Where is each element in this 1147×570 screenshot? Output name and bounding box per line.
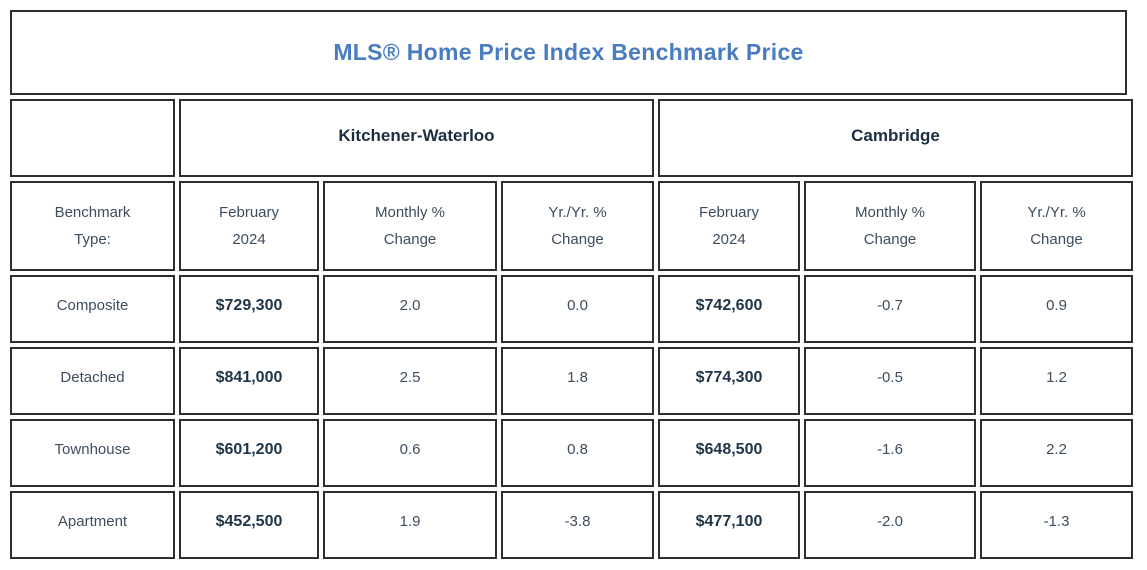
column-header-line: Type: bbox=[74, 231, 111, 248]
kw-price-cell: $841,000 bbox=[179, 347, 319, 415]
column-header-line: February bbox=[218, 204, 280, 221]
column-header-line: Yr./Yr. % bbox=[548, 204, 607, 221]
column-header-line: Benchmark bbox=[54, 204, 131, 221]
cambridge-yoy-change-cell: 1.2 bbox=[980, 347, 1133, 415]
kw-yoy-change-cell: 0.0 bbox=[501, 275, 654, 343]
column-header-line: Change bbox=[551, 231, 604, 248]
region-header-row: Kitchener-Waterloo Cambridge bbox=[10, 99, 1133, 177]
column-header-row: Benchmark Type: February 2024 Monthly % … bbox=[10, 181, 1133, 271]
kw-monthly-change-cell: 2.5 bbox=[323, 347, 497, 415]
column-header-line: Monthly % bbox=[854, 204, 926, 221]
table-row-apartment: Apartment $452,500 1.9 -3.8 $477,100 -2.… bbox=[10, 491, 1133, 559]
column-header-line: Yr./Yr. % bbox=[1027, 204, 1086, 221]
column-header-kw-yoy-change: Yr./Yr. % Change bbox=[501, 181, 654, 271]
kw-monthly-change-cell: 2.0 bbox=[323, 275, 497, 343]
cambridge-yoy-change-cell: -1.3 bbox=[980, 491, 1133, 559]
table-row-composite: Composite $729,300 2.0 0.0 $742,600 -0.7… bbox=[10, 275, 1133, 343]
column-header-benchmark-type: Benchmark Type: bbox=[10, 181, 175, 271]
cambridge-monthly-change-cell: -2.0 bbox=[804, 491, 976, 559]
cambridge-yoy-change-cell: 0.9 bbox=[980, 275, 1133, 343]
kw-monthly-change-cell: 0.6 bbox=[323, 419, 497, 487]
kw-price-cell: $452,500 bbox=[179, 491, 319, 559]
column-header-line: Monthly % bbox=[374, 204, 446, 221]
cambridge-yoy-change-cell: 2.2 bbox=[980, 419, 1133, 487]
cambridge-price-cell: $742,600 bbox=[658, 275, 800, 343]
region-header-kitchener-waterloo: Kitchener-Waterloo bbox=[179, 99, 654, 177]
column-header-line: February bbox=[698, 204, 760, 221]
page-title: MLS® Home Price Index Benchmark Price bbox=[333, 39, 804, 65]
region-header-cambridge: Cambridge bbox=[658, 99, 1133, 177]
cambridge-price-cell: $774,300 bbox=[658, 347, 800, 415]
kw-yoy-change-cell: 0.8 bbox=[501, 419, 654, 487]
benchmark-type-cell: Townhouse bbox=[10, 419, 175, 487]
column-header-line: 2024 bbox=[712, 231, 746, 248]
column-header-cambridge-monthly-change: Monthly % Change bbox=[804, 181, 976, 271]
kw-yoy-change-cell: -3.8 bbox=[501, 491, 654, 559]
benchmark-type-cell: Detached bbox=[10, 347, 175, 415]
kw-price-cell: $729,300 bbox=[179, 275, 319, 343]
column-header-cambridge-yoy-change: Yr./Yr. % Change bbox=[980, 181, 1133, 271]
table-row-detached: Detached $841,000 2.5 1.8 $774,300 -0.5 … bbox=[10, 347, 1133, 415]
cambridge-monthly-change-cell: -0.5 bbox=[804, 347, 976, 415]
home-price-index-table: Kitchener-Waterloo Cambridge Benchmark T… bbox=[6, 95, 1137, 563]
cambridge-price-cell: $477,100 bbox=[658, 491, 800, 559]
kw-price-cell: $601,200 bbox=[179, 419, 319, 487]
table-title-box: MLS® Home Price Index Benchmark Price bbox=[10, 10, 1127, 95]
column-header-kw-monthly-change: Monthly % Change bbox=[323, 181, 497, 271]
benchmark-type-cell: Composite bbox=[10, 275, 175, 343]
column-header-line: Change bbox=[863, 231, 917, 248]
column-header-kw-month: February 2024 bbox=[179, 181, 319, 271]
table-row-townhouse: Townhouse $601,200 0.6 0.8 $648,500 -1.6… bbox=[10, 419, 1133, 487]
column-header-cambridge-month: February 2024 bbox=[658, 181, 800, 271]
kw-yoy-change-cell: 1.8 bbox=[501, 347, 654, 415]
cambridge-price-cell: $648,500 bbox=[658, 419, 800, 487]
column-header-line: Change bbox=[1030, 231, 1083, 248]
benchmark-type-cell: Apartment bbox=[10, 491, 175, 559]
cambridge-monthly-change-cell: -1.6 bbox=[804, 419, 976, 487]
column-header-line: Change bbox=[383, 231, 437, 248]
column-header-line: 2024 bbox=[232, 231, 266, 248]
cambridge-monthly-change-cell: -0.7 bbox=[804, 275, 976, 343]
empty-corner-cell bbox=[10, 99, 175, 177]
kw-monthly-change-cell: 1.9 bbox=[323, 491, 497, 559]
